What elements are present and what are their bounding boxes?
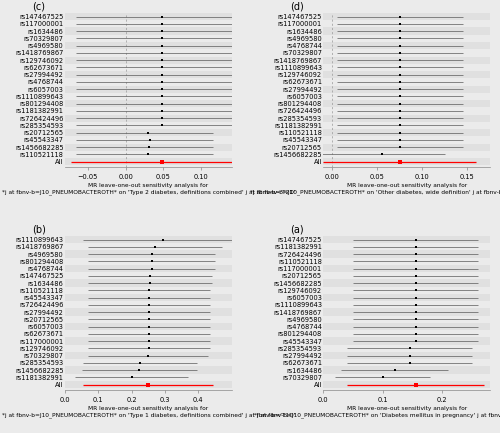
X-axis label: MR leave-one-out sensitivity analysis for
*j at fbnv-b=J10_PNEUMOBACTEROTH* on ': MR leave-one-out sensitivity analysis fo… [2, 183, 295, 195]
Bar [65, 323, 232, 330]
Bar [324, 100, 490, 107]
Bar [65, 366, 232, 374]
Bar [65, 316, 232, 323]
Bar [65, 272, 232, 279]
Bar [324, 345, 490, 352]
Bar [324, 243, 490, 250]
Bar [65, 301, 232, 308]
Bar [65, 381, 232, 388]
Bar [324, 78, 490, 86]
Bar [65, 57, 232, 64]
Text: (c): (c) [32, 1, 44, 11]
Bar [324, 359, 490, 366]
Bar [324, 236, 490, 243]
Bar [65, 158, 232, 165]
Bar [324, 35, 490, 42]
Bar [65, 122, 232, 129]
Bar [65, 115, 232, 122]
Bar [65, 71, 232, 78]
Bar [324, 374, 490, 381]
X-axis label: MR leave-one-out sensitivity analysis for
*j at fbnv-b=J10_PNEUMOBACTEROTH* on ': MR leave-one-out sensitivity analysis fo… [250, 183, 500, 195]
Bar [65, 49, 232, 57]
Bar [324, 250, 490, 258]
Text: (b): (b) [32, 224, 46, 234]
Bar [65, 308, 232, 316]
Bar [324, 323, 490, 330]
Bar [65, 374, 232, 381]
Bar [324, 301, 490, 308]
Bar [324, 93, 490, 100]
Bar [65, 294, 232, 301]
Bar [324, 272, 490, 279]
Bar [324, 352, 490, 359]
Bar [324, 129, 490, 136]
Bar [324, 265, 490, 272]
Bar [65, 345, 232, 352]
Bar [324, 115, 490, 122]
Bar [324, 316, 490, 323]
Bar [65, 258, 232, 265]
Bar [324, 136, 490, 144]
Bar [324, 279, 490, 287]
Bar [65, 93, 232, 100]
Bar [65, 136, 232, 144]
Bar [324, 42, 490, 49]
Bar [324, 64, 490, 71]
Bar [324, 20, 490, 28]
Bar [65, 78, 232, 86]
Bar [65, 151, 232, 158]
Bar [65, 35, 232, 42]
Bar [65, 250, 232, 258]
Bar [65, 107, 232, 115]
Bar [324, 86, 490, 93]
Bar [65, 20, 232, 28]
Bar [324, 107, 490, 115]
Bar [65, 337, 232, 345]
Bar [65, 359, 232, 366]
Bar [324, 151, 490, 158]
Bar [324, 71, 490, 78]
Bar [324, 381, 490, 388]
Bar [65, 243, 232, 250]
Bar [65, 265, 232, 272]
Bar [324, 49, 490, 57]
Bar [65, 64, 232, 71]
Bar [324, 330, 490, 337]
Bar [324, 28, 490, 35]
Bar [65, 352, 232, 359]
Bar [65, 144, 232, 151]
Bar [324, 144, 490, 151]
Bar [65, 28, 232, 35]
Bar [324, 13, 490, 20]
Text: (a): (a) [290, 224, 304, 234]
Bar [324, 122, 490, 129]
Bar [324, 287, 490, 294]
X-axis label: MR leave-one-out sensitivity analysis for
*j at fbnv-b=J10_PNEUMOBACTEROTH* on ': MR leave-one-out sensitivity analysis fo… [254, 406, 500, 417]
Bar [65, 86, 232, 93]
Bar [65, 42, 232, 49]
Bar [65, 279, 232, 287]
Text: (d): (d) [290, 1, 304, 11]
Bar [324, 366, 490, 374]
Bar [324, 158, 490, 165]
Bar [65, 13, 232, 20]
Bar [65, 287, 232, 294]
Bar [324, 308, 490, 316]
Bar [65, 129, 232, 136]
Bar [65, 236, 232, 243]
Bar [65, 100, 232, 107]
Bar [65, 330, 232, 337]
Bar [324, 258, 490, 265]
Bar [324, 57, 490, 64]
Bar [324, 337, 490, 345]
Bar [324, 294, 490, 301]
X-axis label: MR leave-one-out sensitivity analysis for
*j at fbnv-b=J10_PNEUMOBACTEROTH* on ': MR leave-one-out sensitivity analysis fo… [2, 406, 295, 417]
